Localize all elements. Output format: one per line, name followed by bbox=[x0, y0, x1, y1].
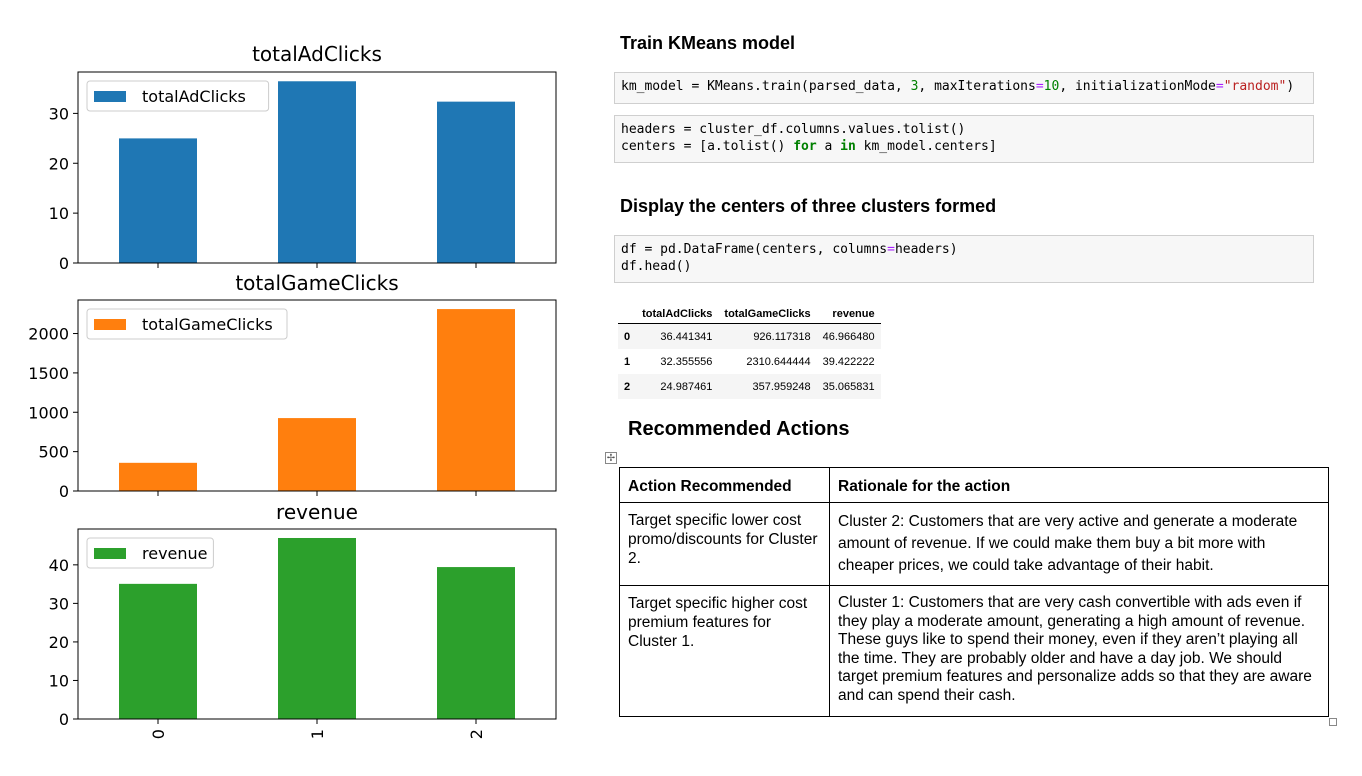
bar-totalAdClicks-2 bbox=[437, 101, 515, 263]
y-tick-label: 0 bbox=[59, 254, 69, 273]
cell-value: 46.966480 bbox=[822, 330, 875, 343]
dataframe-output: totalAdClicks totalGameClicks revenue 0 … bbox=[618, 305, 881, 399]
y-tick-label: 500 bbox=[38, 443, 69, 462]
cell-value: 32.355556 bbox=[660, 355, 713, 368]
table-move-handle-icon[interactable]: ✢ bbox=[605, 452, 617, 464]
chart-title: totalGameClicks bbox=[235, 271, 398, 295]
legend-box bbox=[86, 308, 288, 340]
code-text: , initializationMode bbox=[1059, 79, 1216, 94]
code-line: df.head() bbox=[621, 259, 692, 274]
y-tick-label: 30 bbox=[49, 594, 69, 613]
cell-value: 926.117318 bbox=[753, 330, 811, 343]
text-cursor bbox=[1328, 512, 1329, 530]
legend-swatch bbox=[94, 548, 126, 559]
code-cell-centers[interactable]: headers = cluster_df.columns.values.toli… bbox=[614, 115, 1314, 163]
code-number: 10 bbox=[1043, 79, 1060, 94]
y-tick-label: 10 bbox=[49, 671, 69, 690]
code-text: km_model.centers] bbox=[855, 139, 997, 154]
cell-value: 36.441341 bbox=[660, 330, 713, 343]
bar-totalGameClicks-2 bbox=[437, 309, 515, 491]
x-tick-label: 1 bbox=[308, 729, 327, 739]
bar-totalGameClicks-0 bbox=[119, 462, 197, 491]
charts-svg: 0102030totalAdClickstotalAdClicks0500100… bbox=[28, 42, 557, 739]
cell-value: 35.065831 bbox=[822, 380, 875, 393]
code-keyword: for bbox=[793, 139, 817, 154]
rationale-cell[interactable]: Cluster 2: Customers that are very activ… bbox=[829, 502, 1329, 586]
bar-totalGameClicks-1 bbox=[278, 418, 356, 491]
cell-value: 39.422222 bbox=[822, 355, 875, 368]
cluster-bar-charts: 0 10 20 30 totalAdClicks totalAdClicks 0 500 100… bbox=[0, 0, 600, 776]
recommendations-table: Action Recommended Rationale for the act… bbox=[619, 467, 1329, 717]
dataframe-index-header bbox=[618, 305, 637, 324]
code-operator: = bbox=[1215, 79, 1224, 94]
bar-revenue-1 bbox=[278, 537, 356, 719]
y-tick-label: 1000 bbox=[28, 403, 69, 422]
chart-title: totalAdClicks bbox=[252, 42, 382, 66]
table-row: Target specific higher cost premium feat… bbox=[619, 585, 1329, 717]
code-cell-dataframe[interactable]: df = pd.DataFrame(centers, columns=heade… bbox=[614, 235, 1314, 283]
code-string: "random" bbox=[1223, 79, 1287, 94]
y-tick-label: 0 bbox=[59, 482, 69, 501]
code-number: 3 bbox=[910, 79, 919, 94]
code-cell-train[interactable]: km_model = KMeans.train(parsed_data, 3, … bbox=[614, 72, 1314, 104]
legend-swatch bbox=[94, 91, 126, 102]
bar-revenue-2 bbox=[437, 567, 515, 719]
code-text: a bbox=[816, 139, 841, 154]
code-text: km_model = KMeans.train(parsed_data, bbox=[621, 79, 911, 94]
legend-box bbox=[86, 537, 214, 569]
y-tick-label: 2000 bbox=[28, 325, 69, 344]
y-tick-label: 0 bbox=[59, 710, 69, 729]
action-cell[interactable]: Target specific higher cost premium feat… bbox=[619, 585, 830, 717]
header-rationale: Rationale for the action bbox=[829, 467, 1329, 503]
y-tick-label: 1500 bbox=[28, 364, 69, 383]
recommendations-header-row: Action Recommended Rationale for the act… bbox=[619, 467, 1329, 503]
table-row: 2 24.987461 357.959248 35.065831 bbox=[618, 374, 881, 399]
chart-title: revenue bbox=[276, 500, 358, 524]
code-text: centers = [a.tolist() bbox=[621, 139, 794, 154]
code-text: ) bbox=[1286, 79, 1295, 94]
recommended-actions-heading: Recommended Actions bbox=[628, 418, 850, 440]
table-resize-handle[interactable] bbox=[1329, 718, 1337, 726]
dataframe-col-totalgameclicks: totalGameClicks bbox=[718, 305, 817, 324]
code-operator: = bbox=[887, 242, 895, 257]
heading-display-centers: Display the centers of three clusters fo… bbox=[620, 196, 997, 216]
heading-train-kmeans: Train KMeans model bbox=[620, 33, 796, 53]
y-tick-label: 30 bbox=[49, 104, 69, 123]
cell-value: 24.987461 bbox=[660, 380, 713, 393]
rationale-cell[interactable]: Cluster 1: Customers that are very cash … bbox=[829, 585, 1329, 717]
header-action-recommended: Action Recommended bbox=[619, 467, 830, 503]
y-tick-label: 40 bbox=[49, 556, 69, 575]
code-text: headers) bbox=[894, 242, 958, 257]
legend-label: totalGameClicks bbox=[142, 315, 273, 334]
y-tick-label: 10 bbox=[49, 204, 69, 223]
cell-value: 357.959248 bbox=[752, 380, 811, 393]
bar-totalAdClicks-0 bbox=[119, 138, 197, 263]
table-row: 0 36.441341 926.117318 46.966480 bbox=[618, 323, 881, 349]
legend-label: revenue bbox=[142, 544, 208, 563]
y-tick-label: 20 bbox=[49, 633, 69, 652]
table-row: Target specific lower cost promo/discoun… bbox=[619, 502, 1329, 586]
code-line: headers = cluster_df.columns.values.toli… bbox=[621, 122, 966, 137]
legend-label: totalAdClicks bbox=[142, 87, 246, 106]
action-cell[interactable]: Target specific lower cost promo/discoun… bbox=[619, 502, 830, 586]
row-index: 2 bbox=[624, 380, 631, 393]
dataframe-col-totaladclicks: totalAdClicks bbox=[636, 305, 719, 324]
x-tick-label: 2 bbox=[467, 729, 486, 739]
row-index: 0 bbox=[624, 330, 631, 343]
x-tick-label: 0 bbox=[149, 729, 168, 739]
bar-revenue-0 bbox=[119, 583, 197, 719]
cell-value: 2310.644444 bbox=[746, 355, 811, 368]
y-tick-label: 20 bbox=[49, 154, 69, 173]
bar-totalAdClicks-1 bbox=[278, 81, 356, 263]
code-keyword: in bbox=[840, 139, 856, 154]
legend-box bbox=[86, 80, 270, 112]
code-text: df = pd.DataFrame(centers, columns bbox=[621, 242, 888, 257]
code-operator: = bbox=[1035, 79, 1044, 94]
code-text: , maxIterations bbox=[918, 79, 1036, 94]
dataframe-header-row: totalAdClicks totalGameClicks revenue bbox=[618, 305, 881, 324]
dataframe-col-revenue: revenue bbox=[816, 305, 881, 324]
row-index: 1 bbox=[624, 355, 631, 368]
legend-swatch bbox=[94, 319, 126, 330]
table-row: 1 32.355556 2310.644444 39.422222 bbox=[618, 349, 881, 374]
